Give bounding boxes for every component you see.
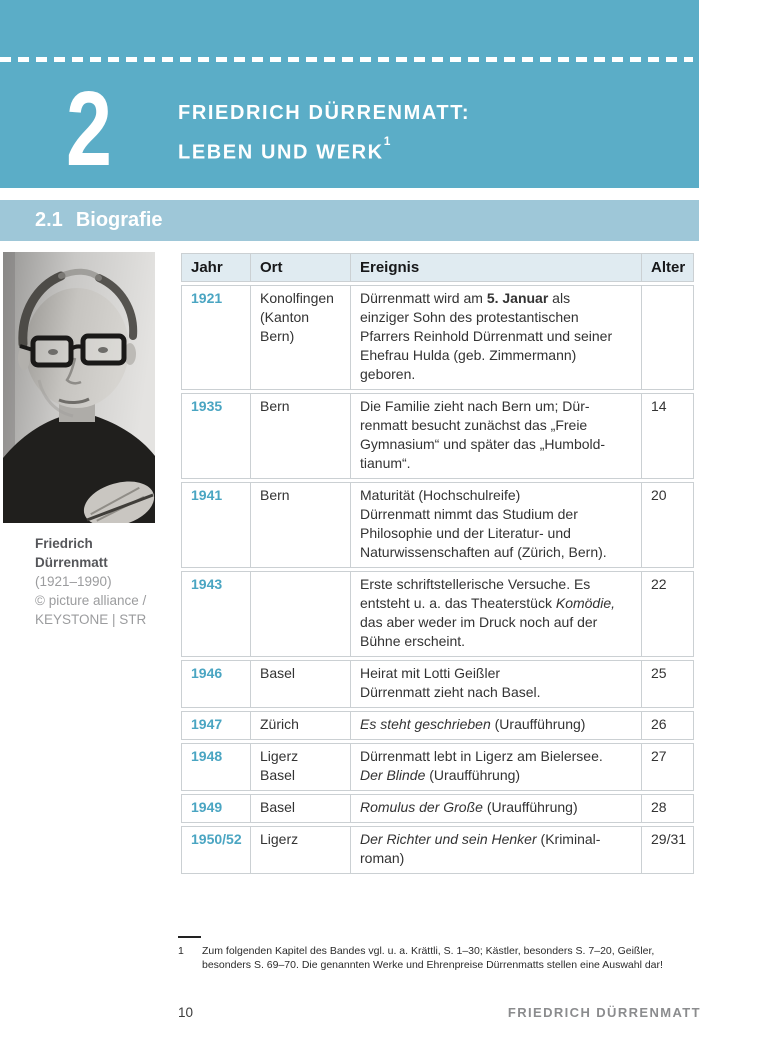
jahr-cell: 1935 [182, 394, 251, 478]
chapter-number: 2 [66, 70, 112, 188]
jahr-cell: 1943 [182, 572, 251, 656]
table-row: 1950/52 Ligerz Der Richter und sein Henker… [181, 826, 694, 874]
ort-cell: Bern [251, 483, 351, 567]
caption-credit-line2: KEYSTONE | STR [35, 612, 147, 627]
table-row: 1943 Erste schriftstellerische Versuche. … [181, 571, 694, 657]
footnote-ref-superscript: 1 [383, 134, 391, 148]
header-jahr: Jahr [182, 254, 251, 281]
portrait-photo [3, 252, 155, 523]
alter-cell: 28 [651, 799, 667, 815]
ereignis-cell: Der Richter und sein Henker (Kriminal- r… [351, 827, 642, 873]
ort-cell: Ligerz [251, 827, 351, 873]
section-heading-band: 2.1 Biografie [0, 200, 699, 241]
footnote: 1 Zum folgenden Kapitel des Bandes vgl. … [178, 936, 702, 972]
ort-cell: Ligerz Basel [251, 744, 351, 790]
footnote-marker: 1 [178, 945, 184, 957]
chapter-title-line2: LEBEN UND WERK [178, 141, 384, 164]
ort-cell: Basel [251, 795, 351, 822]
photo-caption: Friedrich Dürrenmatt (1921–1990) © pictu… [35, 534, 170, 629]
jahr-cell: 1947 [182, 712, 251, 739]
table-row: 1935 Bern Die Familie zieht nach Bern um; … [181, 393, 694, 479]
page-number: 10 [178, 1005, 194, 1020]
caption-years: (1921–1990) [35, 574, 112, 589]
table-row: 1946 Basel Heirat mit Lotti Geißler Dürren… [181, 660, 694, 708]
footnote-text: Zum folgenden Kapitel des Bandes vgl. u.… [202, 945, 663, 971]
ort-cell: Konolfingen (Kanton Bern) [251, 286, 351, 389]
alter-cell: 14 [651, 398, 667, 414]
chapter-header-band [0, 0, 699, 188]
table-header-row: Jahr Ort Ereignis Alter [181, 253, 694, 282]
table-row: 1921 Konolfingen (Kanton Bern) Dürrenmatt … [181, 285, 694, 390]
header-ort: Ort [251, 254, 351, 281]
ereignis-cell: Dürrenmatt lebt in Ligerz am Bielersee. … [351, 744, 642, 790]
jahr-cell: 1949 [182, 795, 251, 822]
running-title: FRIEDRICH DÜRRENMATT [507, 1005, 701, 1020]
section-label: Biografie [75, 209, 163, 231]
jahr-cell: 1941 [182, 483, 251, 567]
alter-cell: 29/31 [651, 831, 687, 847]
biography-table-body: 1921 Konolfingen (Kanton Bern) Dürrenmatt … [181, 285, 694, 874]
ereignis-cell: Maturität (Hochschulreife) Dürrenmatt ni… [351, 483, 642, 567]
header-alter: Alter [651, 259, 686, 276]
ereignis-cell: Romulus der Große (Uraufführung) [351, 795, 642, 822]
chapter-title: FRIEDRICH DÜRRENMATT: LEBEN UND WERK1 [178, 96, 470, 170]
jahr-cell: 1946 [182, 661, 251, 707]
ort-cell: Zürich [251, 712, 351, 739]
caption-credit-line1: © picture alliance / [35, 593, 147, 608]
ort-cell: Bern [251, 394, 351, 478]
table-row: 1949 Basel Romulus der Große (Uraufführung… [181, 794, 694, 823]
biography-table: Jahr Ort Ereignis Alter 1921 Konolfingen … [181, 253, 694, 877]
portrait-photo-illustration [3, 252, 155, 523]
ort-cell: Basel [251, 661, 351, 707]
alter-cell: 20 [651, 487, 667, 503]
ereignis-cell: Die Familie zieht nach Bern um; Dür- ren… [351, 394, 642, 478]
table-row: 1941 Bern Maturität (Hochschulreife) Dürre… [181, 482, 694, 568]
page-footer: 10 FRIEDRICH DÜRRENMATT [178, 1005, 701, 1020]
jahr-cell: 1948 [182, 744, 251, 790]
ort-cell [251, 572, 351, 656]
table-row: 1948 Ligerz Basel Dürrenmatt lebt in Liger… [181, 743, 694, 791]
table-row: 1947 Zürich Es steht geschrieben (Urauffüh… [181, 711, 694, 740]
alter-cell: 26 [651, 716, 667, 732]
caption-name-line1: Friedrich [35, 536, 93, 551]
footnote-rule [178, 936, 201, 938]
alter-cell: 22 [651, 576, 667, 592]
alter-cell: 25 [651, 665, 667, 681]
caption-name-line2: Dürrenmatt [35, 555, 108, 570]
ereignis-cell: Heirat mit Lotti Geißler Dürrenmatt zieh… [351, 661, 642, 707]
alter-cell: 27 [651, 748, 667, 764]
header-ereignis: Ereignis [351, 254, 642, 281]
jahr-cell: 1950/52 [182, 827, 251, 873]
ereignis-cell: Dürrenmatt wird am 5. Januar als einzige… [351, 286, 642, 389]
ereignis-cell: Es steht geschrieben (Uraufführung) [351, 712, 642, 739]
section-number: 2.1 [35, 209, 63, 231]
alter-cell [642, 286, 695, 389]
dashed-divider-line [0, 57, 693, 62]
ereignis-cell: Erste schriftstellerische Versuche. Es e… [351, 572, 642, 656]
jahr-cell: 1921 [182, 286, 251, 389]
chapter-title-line1: FRIEDRICH DÜRRENMATT: [178, 102, 471, 124]
